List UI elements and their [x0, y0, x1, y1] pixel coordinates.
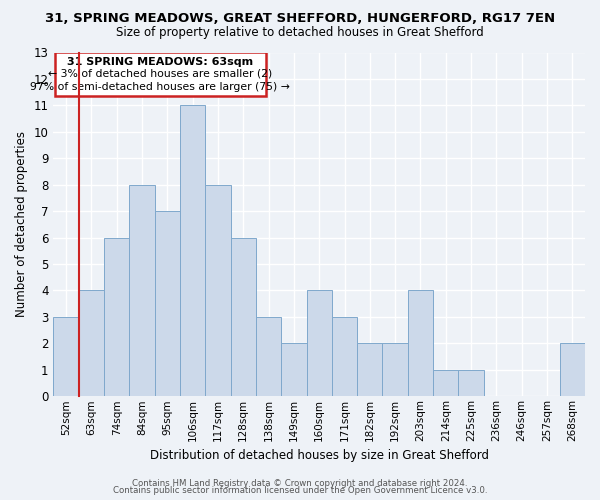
Bar	[53, 317, 79, 396]
Y-axis label: Number of detached properties: Number of detached properties	[15, 132, 28, 318]
Bar	[281, 344, 307, 396]
Bar	[104, 238, 130, 396]
Bar	[307, 290, 332, 397]
Bar	[382, 344, 408, 396]
FancyBboxPatch shape	[55, 52, 266, 96]
Bar	[130, 184, 155, 396]
Text: Size of property relative to detached houses in Great Shefford: Size of property relative to detached ho…	[116, 26, 484, 39]
Bar	[180, 106, 205, 397]
Bar	[332, 317, 357, 396]
Text: Contains HM Land Registry data © Crown copyright and database right 2024.: Contains HM Land Registry data © Crown c…	[132, 478, 468, 488]
Text: 97% of semi-detached houses are larger (75) →: 97% of semi-detached houses are larger (…	[31, 82, 290, 92]
Bar	[408, 290, 433, 397]
Bar	[155, 211, 180, 396]
Bar	[256, 317, 281, 396]
Bar	[205, 184, 230, 396]
Bar	[230, 238, 256, 396]
Bar	[357, 344, 382, 396]
Bar	[79, 290, 104, 397]
Text: Contains public sector information licensed under the Open Government Licence v3: Contains public sector information licen…	[113, 486, 487, 495]
Bar	[433, 370, 458, 396]
Bar	[458, 370, 484, 396]
Text: ← 3% of detached houses are smaller (2): ← 3% of detached houses are smaller (2)	[48, 69, 272, 79]
Text: 31 SPRING MEADOWS: 63sqm: 31 SPRING MEADOWS: 63sqm	[67, 58, 253, 68]
Text: 31, SPRING MEADOWS, GREAT SHEFFORD, HUNGERFORD, RG17 7EN: 31, SPRING MEADOWS, GREAT SHEFFORD, HUNG…	[45, 12, 555, 26]
X-axis label: Distribution of detached houses by size in Great Shefford: Distribution of detached houses by size …	[150, 450, 489, 462]
Bar	[560, 344, 585, 396]
